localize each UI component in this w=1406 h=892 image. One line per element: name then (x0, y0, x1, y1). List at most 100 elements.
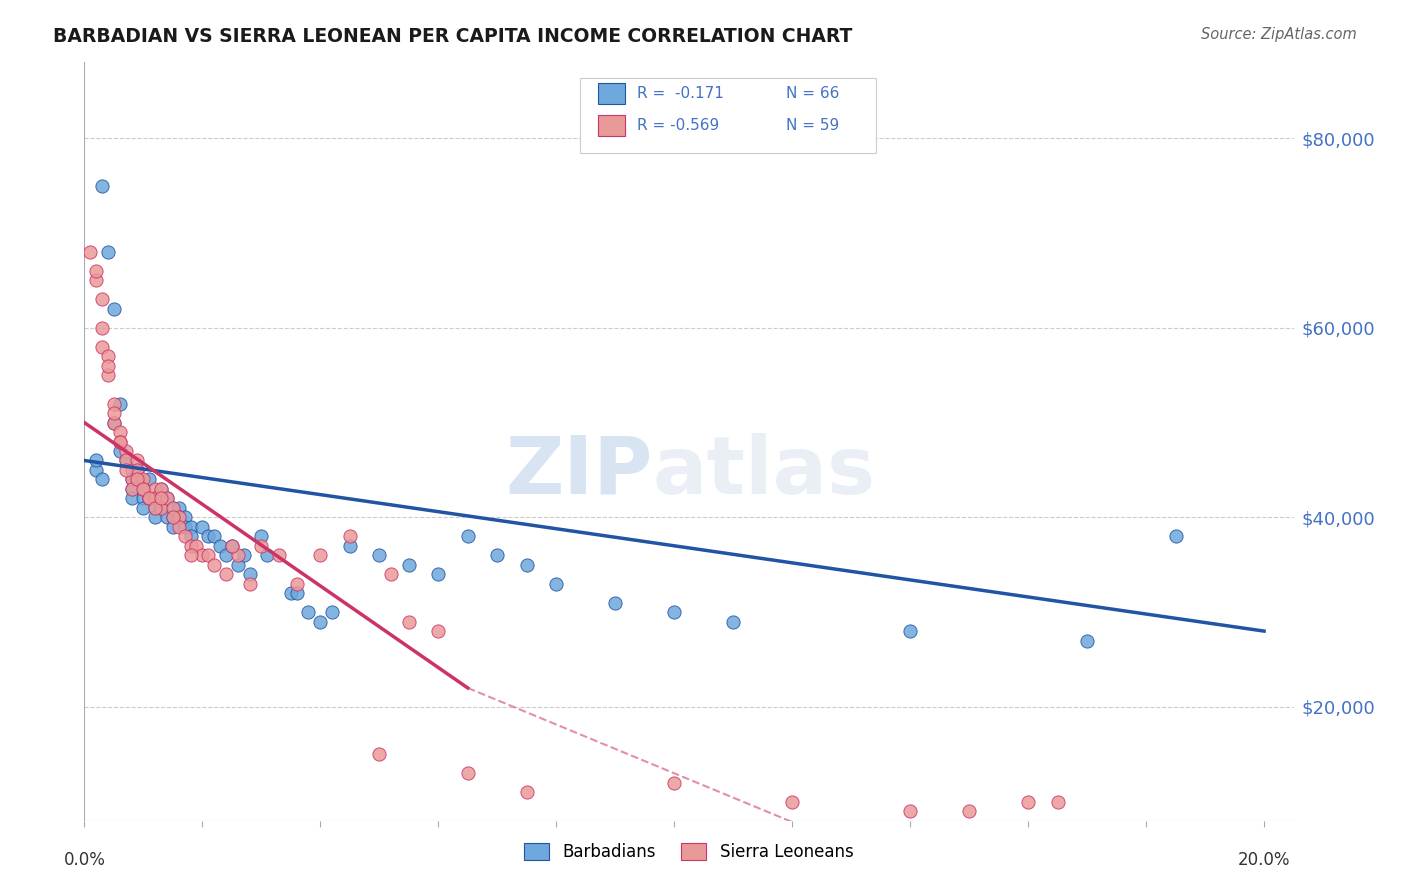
Point (250, 529, 273, 543)
Point (138, 491, 160, 506)
Point (173, 510, 195, 524)
Point (238, 567, 260, 582)
Point (321, 605, 343, 619)
Point (191, 520, 214, 534)
Point (143, 491, 166, 506)
Text: R = -0.569: R = -0.569 (637, 118, 720, 133)
Text: R =  -0.171: R = -0.171 (637, 86, 724, 101)
Point (208, 539, 231, 553)
Point (1076, 633, 1098, 648)
Point (91, 293, 114, 307)
Bar (599, 115, 624, 136)
Text: atlas: atlas (652, 433, 876, 511)
Point (516, 785, 538, 799)
Text: Source: ZipAtlas.com: Source: ZipAtlas.com (1201, 27, 1357, 42)
Bar (599, 83, 624, 104)
Point (605, 596, 627, 610)
Point (368, 548, 391, 563)
Point (256, 548, 278, 563)
Point (132, 482, 155, 496)
Point (84, 463, 107, 477)
Point (898, 624, 921, 639)
Point (226, 558, 249, 572)
Point (380, 567, 402, 582)
Point (898, 804, 921, 818)
Point (162, 500, 184, 515)
Point (132, 482, 155, 496)
Point (143, 500, 166, 515)
Point (91, 178, 114, 193)
Point (132, 491, 155, 506)
Point (339, 539, 361, 553)
Point (143, 482, 166, 496)
Point (132, 500, 155, 515)
Point (457, 766, 479, 780)
Point (138, 491, 160, 506)
Point (156, 510, 179, 524)
Point (162, 510, 184, 524)
Point (108, 444, 131, 458)
Legend: Barbadians, Sierra Leoneans: Barbadians, Sierra Leoneans (516, 834, 862, 869)
Point (143, 491, 166, 506)
Point (91, 473, 114, 487)
Point (398, 558, 420, 572)
Point (108, 434, 131, 449)
Point (180, 539, 202, 553)
Point (103, 396, 125, 410)
Point (97, 349, 120, 363)
Point (156, 491, 179, 506)
Point (1017, 795, 1039, 809)
Point (191, 548, 214, 563)
Point (150, 500, 173, 515)
Point (103, 416, 125, 430)
Point (121, 473, 143, 487)
Point (127, 473, 149, 487)
Point (150, 491, 173, 506)
Point (121, 491, 143, 506)
Point (108, 434, 131, 449)
Point (150, 500, 173, 515)
Point (486, 548, 509, 563)
Point (167, 520, 190, 534)
Point (143, 500, 166, 515)
Point (114, 444, 136, 458)
Point (167, 510, 190, 524)
Text: N = 66: N = 66 (786, 86, 839, 101)
Point (97, 368, 120, 383)
Point (197, 529, 219, 543)
Point (84, 273, 107, 287)
Point (114, 463, 136, 477)
Point (427, 567, 450, 582)
Point (957, 804, 980, 818)
Point (368, 747, 391, 762)
Point (202, 529, 225, 543)
Point (108, 425, 131, 439)
Point (546, 576, 568, 591)
Text: 20.0%: 20.0% (1237, 851, 1291, 869)
Point (202, 558, 225, 572)
Point (1164, 529, 1187, 543)
Point (162, 510, 184, 524)
Point (280, 586, 302, 600)
Point (121, 473, 143, 487)
Point (114, 453, 136, 467)
Point (84, 264, 107, 278)
Point (132, 473, 155, 487)
Point (221, 539, 243, 553)
Point (103, 301, 125, 316)
Point (780, 795, 803, 809)
Point (267, 548, 290, 563)
Point (132, 482, 155, 496)
Point (173, 529, 195, 543)
Point (173, 520, 195, 534)
Point (309, 615, 332, 629)
Point (250, 539, 273, 553)
Point (150, 482, 173, 496)
Text: N = 59: N = 59 (786, 118, 839, 133)
Point (1046, 795, 1069, 809)
Point (180, 548, 202, 563)
Point (398, 615, 420, 629)
Point (91, 320, 114, 334)
Point (186, 539, 208, 553)
Point (121, 482, 143, 496)
